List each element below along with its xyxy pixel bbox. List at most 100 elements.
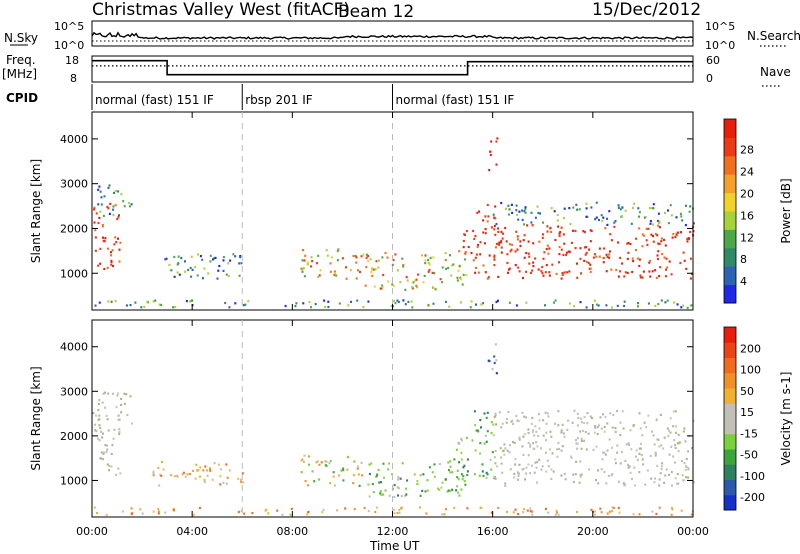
freq-label-2: [MHz] <box>2 67 37 81</box>
data-cell <box>455 448 458 451</box>
data-cell <box>107 429 110 432</box>
data-cell <box>606 449 609 452</box>
data-cell <box>490 226 493 229</box>
data-cell <box>635 455 637 458</box>
data-cell <box>196 274 199 277</box>
data-cell <box>411 286 414 289</box>
data-cell <box>114 204 117 207</box>
data-cell <box>379 492 382 495</box>
data-cell <box>638 452 641 455</box>
data-cell <box>627 241 630 245</box>
data-cell <box>547 511 550 514</box>
data-cell <box>557 424 560 427</box>
data-cell <box>602 261 605 264</box>
data-cell <box>603 425 606 429</box>
data-cell <box>465 436 468 439</box>
y-axis-label: Slant Range [km] <box>29 159 43 263</box>
data-cell <box>658 445 661 448</box>
x-tick-label: 08:00 <box>276 525 308 538</box>
data-cell <box>530 422 533 425</box>
data-cell <box>514 250 517 253</box>
data-cell <box>655 276 658 279</box>
data-cell <box>226 476 229 479</box>
data-cell <box>626 271 629 275</box>
data-cell <box>523 223 526 226</box>
data-cell <box>106 266 109 269</box>
data-cell <box>103 267 106 271</box>
data-cell <box>492 213 495 216</box>
data-cell <box>659 472 662 475</box>
data-cell <box>635 237 638 240</box>
data-cell <box>515 304 518 307</box>
data-cell <box>501 471 504 474</box>
data-cell <box>670 273 673 276</box>
data-cell <box>432 286 435 290</box>
data-cell <box>493 228 496 231</box>
data-cell <box>678 441 681 444</box>
data-cell <box>428 466 431 469</box>
data-cell <box>524 478 526 481</box>
data-cell <box>347 304 350 307</box>
data-cell <box>301 458 304 461</box>
data-cell <box>421 489 424 492</box>
data-cell <box>368 472 371 476</box>
data-cell <box>381 256 384 259</box>
data-cell <box>98 185 101 188</box>
data-cell <box>413 473 416 476</box>
data-cell <box>294 305 297 308</box>
data-cell <box>672 232 675 236</box>
data-cell <box>458 250 461 253</box>
data-cell <box>687 476 690 479</box>
data-cell <box>473 473 476 476</box>
data-cell <box>306 262 309 266</box>
data-cell <box>94 304 97 307</box>
data-cell <box>324 460 327 463</box>
data-cell <box>375 475 378 478</box>
data-cell <box>515 230 518 233</box>
data-cell <box>512 441 514 444</box>
data-cell <box>497 506 500 509</box>
data-cell <box>427 303 430 307</box>
data-cell <box>511 419 514 422</box>
data-cell <box>443 513 446 516</box>
data-cell <box>601 458 604 461</box>
data-cell <box>603 430 606 433</box>
data-cell <box>216 277 219 280</box>
data-cell <box>176 263 179 266</box>
data-cell <box>530 211 533 214</box>
data-cell <box>203 267 206 270</box>
data-cell <box>580 437 583 440</box>
data-cell <box>219 468 222 471</box>
data-cell <box>551 263 554 266</box>
data-cell <box>429 256 432 259</box>
data-cell <box>356 299 359 302</box>
data-cell <box>612 506 615 509</box>
data-cell <box>237 510 240 514</box>
data-cell <box>627 466 630 470</box>
data-cell <box>525 252 528 255</box>
data-cell <box>106 205 109 208</box>
data-cell <box>611 239 613 242</box>
data-cell <box>547 415 550 418</box>
data-cell <box>93 206 96 209</box>
data-cell <box>602 256 605 260</box>
data-cell <box>522 511 525 514</box>
colorbar-label: Power [dB] <box>779 178 793 243</box>
data-cell <box>410 300 413 303</box>
data-cell <box>672 455 675 458</box>
data-cell <box>472 259 475 262</box>
data-cell <box>482 231 485 234</box>
data-cell <box>110 260 113 263</box>
data-cell <box>531 513 534 516</box>
data-cell <box>560 226 563 229</box>
data-cell <box>572 229 574 232</box>
data-cell <box>335 274 338 277</box>
data-cell <box>388 494 391 497</box>
data-cell <box>486 277 489 280</box>
data-cell <box>433 475 436 478</box>
data-cell <box>668 453 671 456</box>
data-cell <box>415 284 418 287</box>
data-cell <box>492 434 495 437</box>
data-cell <box>668 429 670 432</box>
data-cell <box>595 303 598 306</box>
